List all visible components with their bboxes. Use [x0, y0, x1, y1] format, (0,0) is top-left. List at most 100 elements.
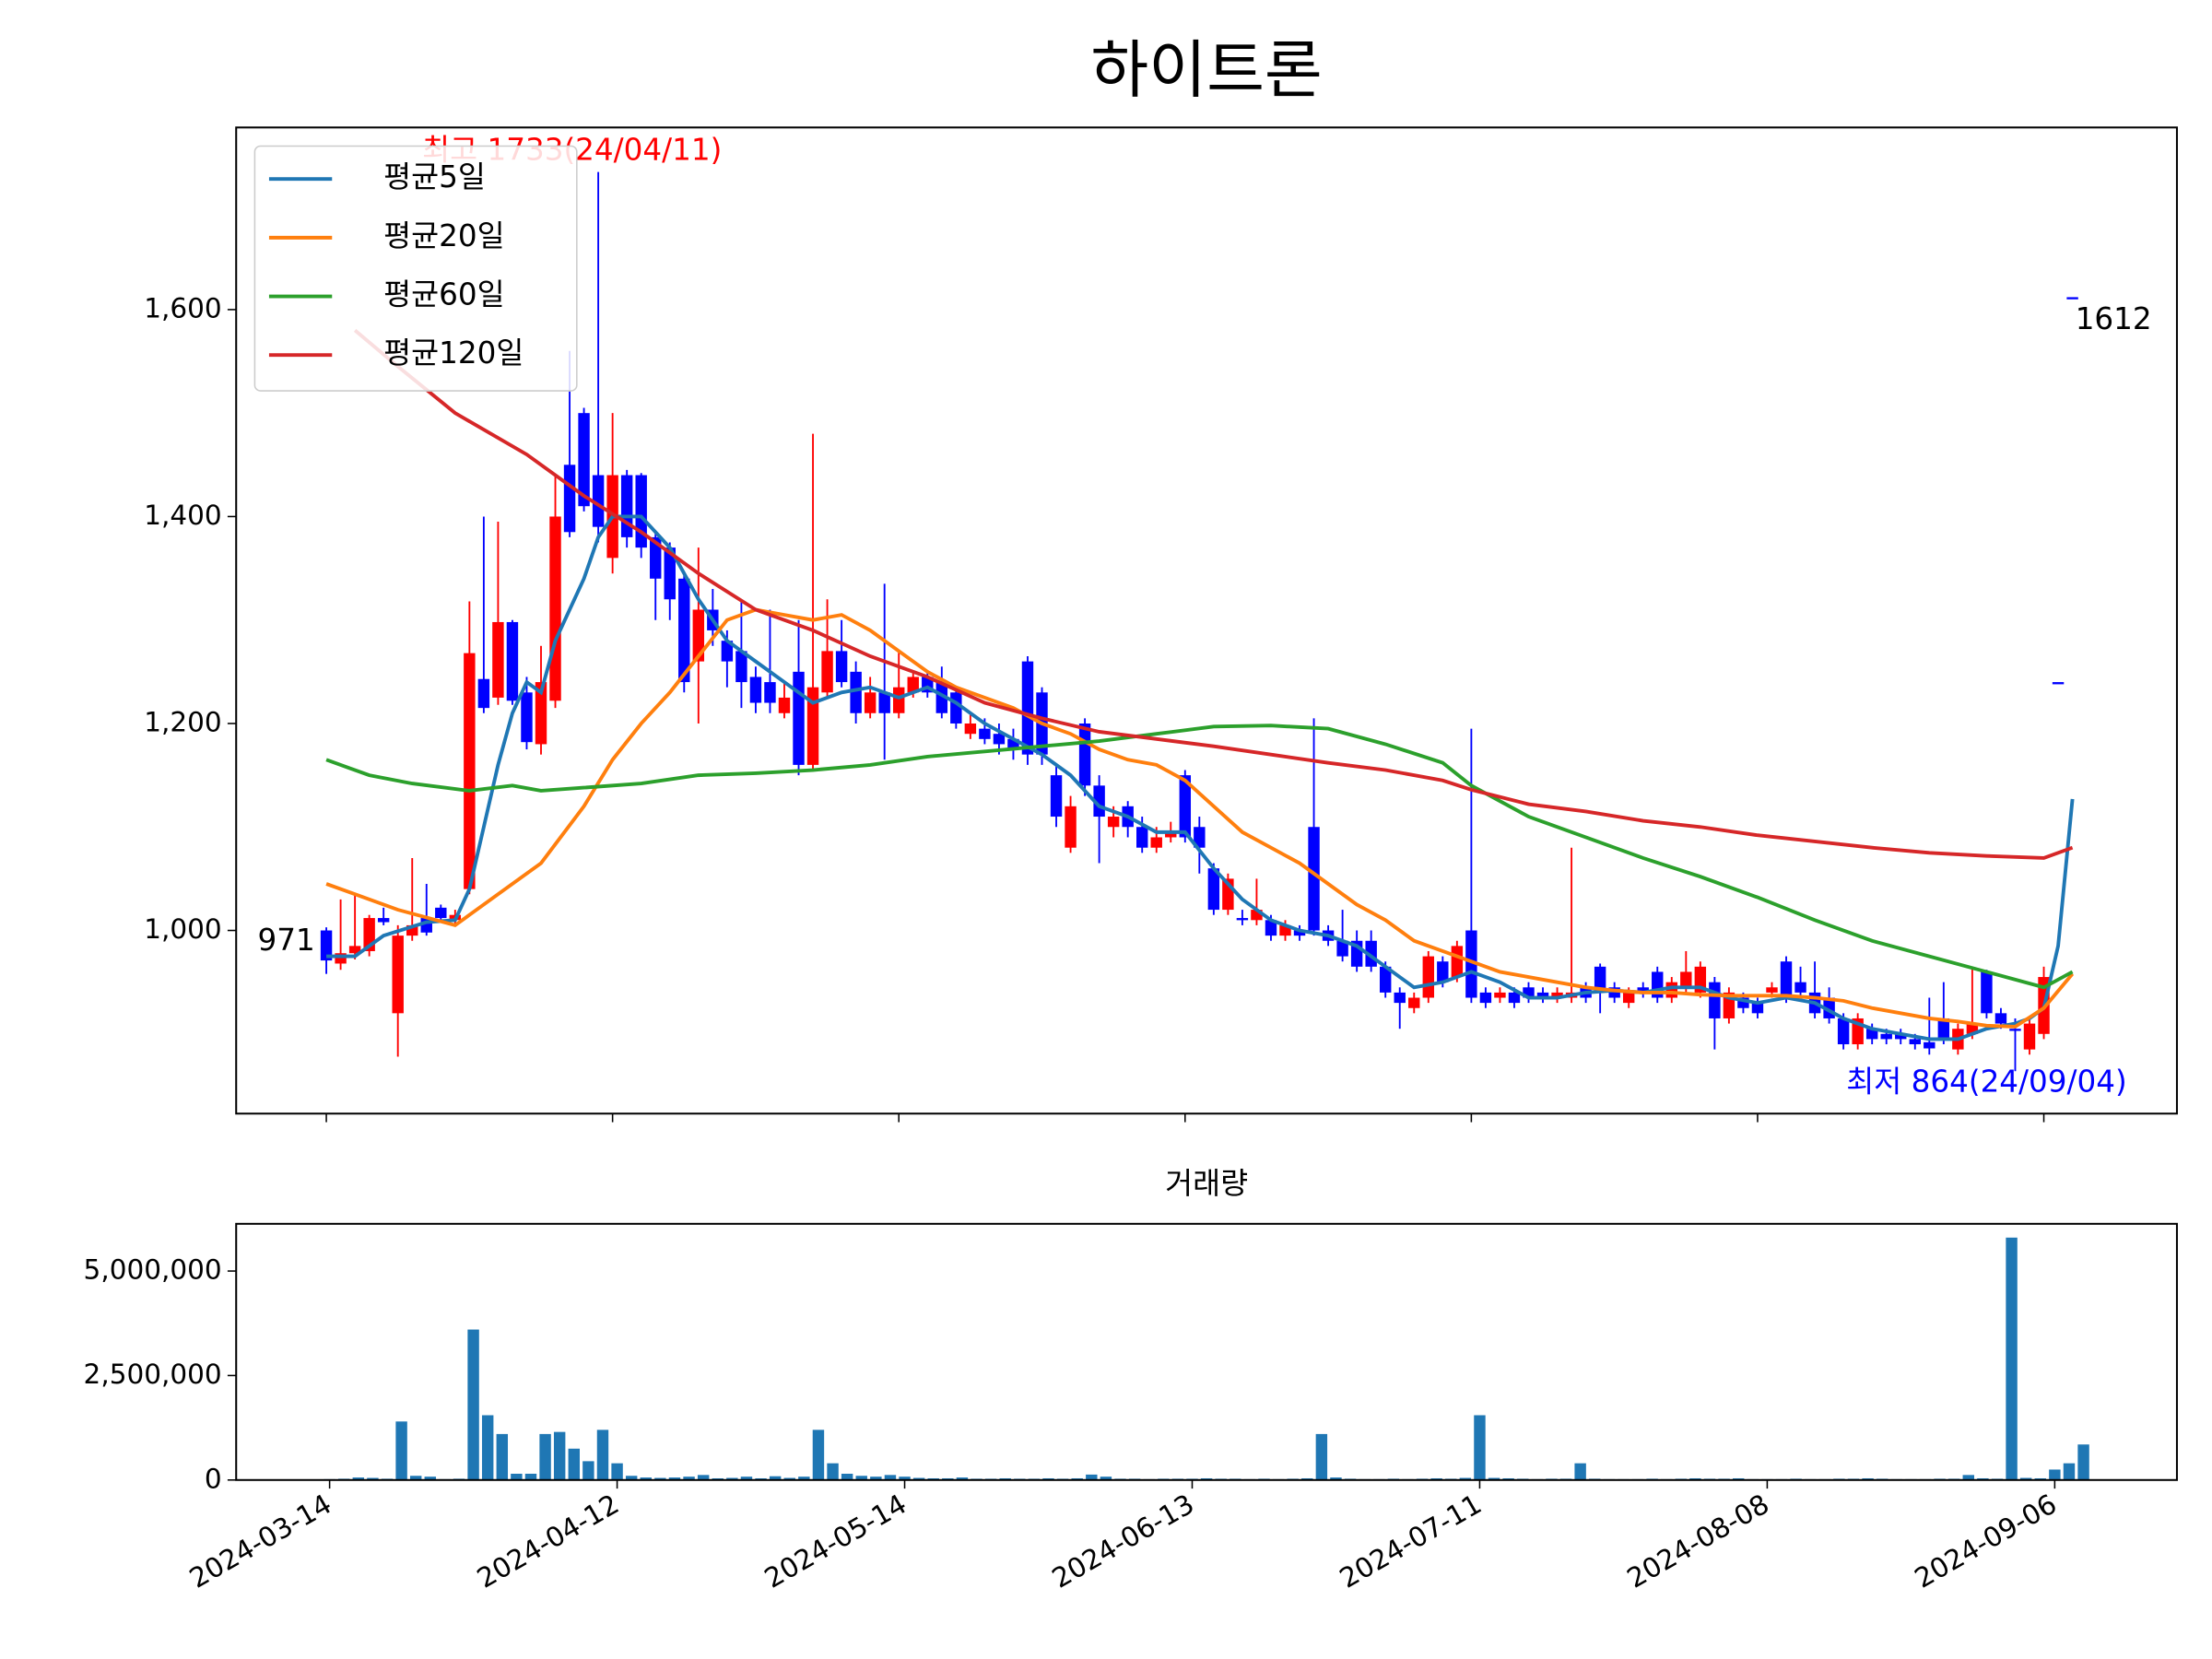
candle-body [1608, 987, 1620, 998]
candle-body [1994, 1013, 2007, 1024]
volume-bar [1459, 1477, 1472, 1480]
candle-body [878, 692, 890, 713]
volume-bar [726, 1477, 738, 1480]
candle-body [893, 687, 905, 713]
volume-bar [884, 1475, 897, 1480]
candle-body [492, 621, 504, 698]
volume-bar [740, 1477, 753, 1480]
volume-frame [235, 1222, 2178, 1481]
candle-body [1293, 930, 1306, 936]
candle-body [1265, 920, 1277, 936]
candle-body [549, 516, 561, 701]
candle-body [1078, 723, 1091, 786]
candle-body [1165, 831, 1177, 838]
volume-bar [511, 1473, 523, 1480]
candle-body [1050, 775, 1063, 818]
price-frame [235, 126, 2178, 1115]
candle-body [620, 475, 633, 537]
volume-bar [2006, 1237, 2018, 1480]
candle-body [1780, 961, 1793, 998]
x-tick-label: 2024-06-13 [1047, 1488, 1199, 1594]
candle-body [435, 907, 447, 919]
candle-body [979, 728, 991, 739]
x-tick-label: 2024-09-06 [1910, 1488, 2062, 1594]
candle-body [950, 692, 962, 724]
candle-body [1709, 982, 1721, 1018]
candle-body [1523, 987, 1535, 998]
candle-body [1637, 987, 1649, 993]
volume-bar [409, 1476, 422, 1480]
low-annotation: 최저 864(24/09/04) [1846, 1065, 2127, 1100]
volume-bar [1488, 1477, 1500, 1480]
volume-bar [582, 1461, 594, 1480]
volume-bar [956, 1477, 969, 1480]
candle-body [935, 682, 948, 713]
volume-bar [812, 1430, 825, 1480]
candle-body [1308, 827, 1320, 931]
volume-bar [2019, 1477, 2032, 1480]
volume-title: 거래량 [1165, 1166, 1248, 1201]
candle-body [464, 653, 476, 889]
candle-body [1680, 971, 1692, 988]
candle-body [1336, 940, 1348, 957]
volume-panel: 0 2,500,000 5,000,000 2024-03-14 2024-04-12 2… [84, 1237, 2089, 1594]
volume-bar [424, 1477, 437, 1480]
volume-bar [697, 1475, 710, 1480]
volume-bar [870, 1477, 882, 1480]
candle-body [1251, 910, 1263, 921]
candle-body [993, 734, 1006, 745]
candle-body [735, 651, 747, 683]
candle-body [1021, 661, 1034, 755]
moving-average-line [325, 724, 2074, 990]
moving-average-line [325, 607, 2075, 1029]
volume-bar [2077, 1444, 2089, 1480]
candle-body [1194, 827, 1206, 848]
candle-body [1966, 1023, 1979, 1034]
candle-body [1751, 1003, 1764, 1014]
candle-body [563, 465, 576, 533]
candle-body [1494, 992, 1506, 998]
volume-bar [769, 1476, 782, 1480]
candle-body [1135, 827, 1148, 848]
candle-body [1394, 992, 1406, 1004]
volume-bar [367, 1477, 379, 1480]
candle-body [835, 651, 848, 683]
candle-body [406, 924, 418, 936]
volume-bar [1962, 1475, 1974, 1480]
volume-bar [654, 1477, 666, 1480]
candle-body [721, 641, 734, 662]
candle-body [377, 918, 390, 923]
candle-body [778, 697, 791, 713]
candle-body [1451, 946, 1464, 978]
candle-body [1207, 868, 1220, 911]
candle-body [2023, 1023, 2036, 1050]
candle-body [678, 578, 690, 683]
volume-bar [640, 1477, 652, 1480]
volume-bar [553, 1431, 566, 1480]
volume-bar [1315, 1433, 1328, 1480]
candle-body [821, 651, 833, 693]
legend-label: 평균5일 [383, 159, 486, 194]
volume-bar [2063, 1463, 2076, 1480]
candle-body [578, 413, 590, 507]
candle-body [335, 953, 347, 964]
candle-body [1837, 1018, 1850, 1045]
candle-body [1479, 992, 1492, 1004]
volume-bar [395, 1421, 407, 1480]
candle-body [1909, 1039, 1921, 1045]
volume-bar [1574, 1463, 1586, 1480]
volume-bar [611, 1463, 623, 1480]
candle-body [506, 621, 519, 701]
x-tick-label: 2024-03-14 [184, 1488, 336, 1594]
moving-average-line [353, 328, 2074, 860]
candle-body [806, 687, 819, 765]
volume-bar [841, 1473, 853, 1480]
candle-body [1379, 966, 1392, 993]
candle-body [1279, 924, 1291, 936]
candle-body [1437, 961, 1449, 982]
candle-body [764, 682, 776, 703]
volume-bar [2049, 1469, 2061, 1480]
last-close-annotation: 1612 [2076, 301, 2152, 336]
